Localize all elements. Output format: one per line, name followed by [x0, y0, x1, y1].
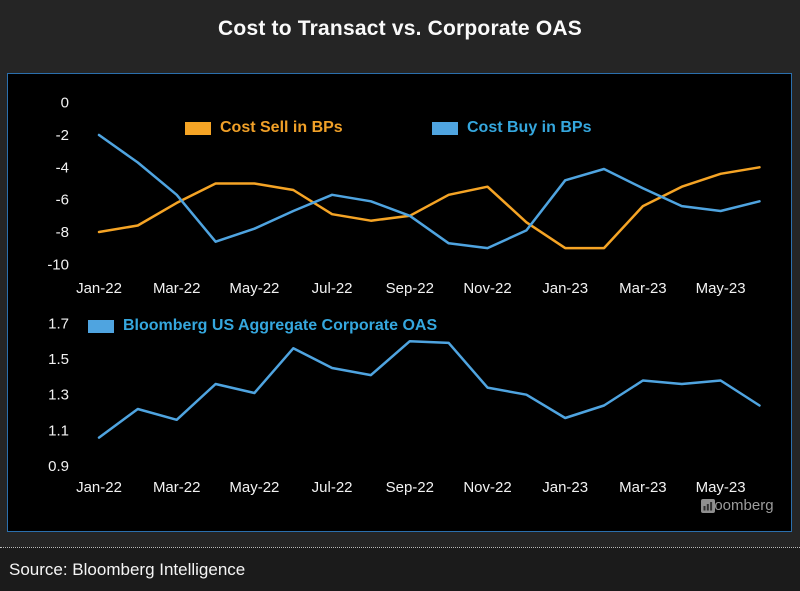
legend-corporate-oas: Bloomberg US Aggregate Corporate OAS	[88, 317, 437, 335]
svg-text:0: 0	[61, 95, 69, 112]
svg-text:Nov-22: Nov-22	[463, 280, 511, 297]
svg-text:-6: -6	[56, 192, 69, 209]
svg-text:Jan-22: Jan-22	[76, 479, 122, 496]
svg-text:Jan-22: Jan-22	[76, 280, 122, 297]
svg-text:-10: -10	[47, 256, 69, 273]
bloomberg-chart-icon	[701, 498, 715, 513]
svg-text:Sep-22: Sep-22	[386, 280, 434, 297]
svg-text:Jan-23: Jan-23	[542, 280, 588, 297]
svg-text:1.5: 1.5	[48, 351, 69, 368]
chart-corporate-oas: 1.7 1.5 1.3 1.1 0.9 Jan-22 Mar-22 May-22 Jul-22 S…	[48, 315, 761, 496]
legend-swatch-corporate-oas	[88, 319, 114, 333]
svg-text:Mar-22: Mar-22	[153, 479, 201, 496]
legend-label-cost-buy: Cost Buy in BPs	[467, 119, 592, 136]
source-text: Source: Bloomberg Intelligence	[9, 559, 246, 579]
legend-swatch-cost-sell	[185, 121, 211, 135]
svg-text:1.3: 1.3	[48, 387, 69, 404]
svg-text:May-23: May-23	[696, 479, 746, 496]
svg-text:May-22: May-22	[229, 479, 279, 496]
svg-text:Sep-22: Sep-22	[386, 479, 434, 496]
svg-text:Nov-22: Nov-22	[463, 479, 511, 496]
chart-cost-to-transact: 0 -2 -4 -6 -8 -10 Jan-22 Mar-22 May-22 Jul-22 Sep-…	[47, 95, 761, 297]
svg-text:Jul-22: Jul-22	[312, 479, 353, 496]
legend-cost-sell: Cost Sell in BPs	[185, 119, 343, 137]
svg-text:Mar-22: Mar-22	[153, 280, 201, 297]
svg-text:Mar-23: Mar-23	[619, 479, 667, 496]
source-bar: Source: Bloomberg Intelligence	[0, 547, 800, 591]
legend-cost-buy: Cost Buy in BPs	[432, 119, 591, 137]
chart-header: Cost to Transact vs. Corporate OAS	[0, 0, 800, 58]
svg-text:May-23: May-23	[696, 280, 746, 297]
bloomberg-watermark: Bloomberg	[701, 497, 774, 514]
svg-text:1.7: 1.7	[48, 315, 69, 332]
svg-text:Jul-22: Jul-22	[312, 280, 353, 297]
legend-label-corporate-oas: Bloomberg US Aggregate Corporate OAS	[123, 317, 438, 334]
svg-text:May-22: May-22	[229, 280, 279, 297]
svg-text:Jan-23: Jan-23	[542, 479, 588, 496]
svg-text:0.9: 0.9	[48, 458, 69, 475]
svg-text:Mar-23: Mar-23	[619, 280, 667, 297]
svg-text:-8: -8	[56, 224, 69, 241]
bloomberg-watermark-text: Bloomberg	[701, 497, 774, 514]
page-title: Cost to Transact vs. Corporate OAS	[218, 17, 582, 40]
chart-panel: 0 -2 -4 -6 -8 -10 Jan-22 Mar-22 May-22 Jul-22 Sep-…	[7, 73, 792, 532]
svg-text:-4: -4	[56, 159, 69, 176]
svg-text:1.1: 1.1	[48, 423, 69, 440]
svg-text:-2: -2	[56, 127, 69, 144]
legend-swatch-cost-buy	[432, 121, 458, 135]
legend-label-cost-sell: Cost Sell in BPs	[220, 119, 343, 136]
